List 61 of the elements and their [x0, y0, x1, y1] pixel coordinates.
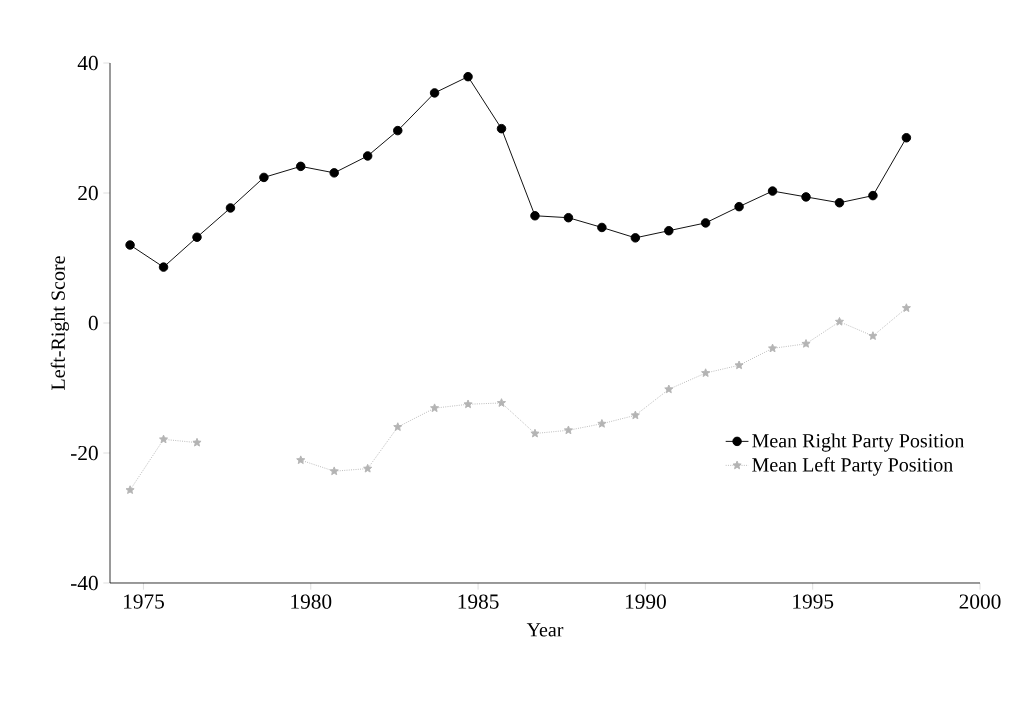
point [767, 186, 778, 196]
point [701, 368, 711, 377]
point [597, 419, 607, 428]
point [834, 198, 845, 208]
x-tick-label: 1995 [793, 594, 834, 609]
point [429, 88, 440, 98]
y-tick-label: 0 [88, 315, 98, 331]
point [158, 262, 169, 272]
point [363, 463, 373, 473]
point [801, 339, 811, 348]
point [393, 422, 403, 431]
point [393, 125, 403, 136]
point [801, 192, 811, 202]
point [125, 240, 135, 250]
point [834, 316, 844, 326]
point [496, 398, 507, 407]
point [463, 399, 473, 409]
point [734, 201, 744, 212]
point [496, 123, 507, 134]
point [362, 151, 373, 161]
point [530, 211, 540, 221]
point [463, 71, 473, 82]
point [192, 437, 202, 447]
point [159, 434, 169, 444]
y-axis-title: Left-Right Score [50, 256, 70, 390]
legend-label: Mean Left Party Position [752, 457, 953, 476]
x-tick-label: 1980 [291, 594, 332, 609]
legend-label: Mean Right Party Position [752, 433, 965, 452]
point [329, 466, 339, 476]
point [664, 384, 674, 394]
point [630, 233, 641, 243]
y-tick-label: 40 [77, 55, 98, 71]
point [901, 303, 911, 312]
point [329, 168, 339, 178]
y-tick-label: 20 [78, 185, 98, 201]
point [597, 222, 607, 233]
x-tick-label: 1985 [458, 594, 499, 609]
point [768, 343, 778, 353]
y-tick-label: -40 [70, 575, 98, 591]
point [563, 425, 573, 435]
point [430, 403, 440, 413]
point [192, 232, 202, 242]
point [901, 133, 912, 143]
y-tick-label: -20 [70, 445, 98, 461]
point [868, 190, 878, 201]
point [664, 225, 674, 236]
point [630, 410, 640, 420]
point [700, 218, 711, 228]
point [563, 212, 574, 223]
point [259, 172, 269, 183]
point [125, 485, 135, 494]
point [225, 203, 236, 213]
point [868, 331, 878, 340]
point [530, 428, 540, 438]
x-tick-label: 1975 [124, 594, 164, 609]
x-tick-label: 2000 [959, 594, 1001, 609]
point [734, 360, 744, 370]
point [296, 455, 306, 465]
x-axis-title: Year [526, 623, 564, 637]
x-tick-label: 1990 [625, 594, 666, 609]
point [296, 161, 306, 172]
